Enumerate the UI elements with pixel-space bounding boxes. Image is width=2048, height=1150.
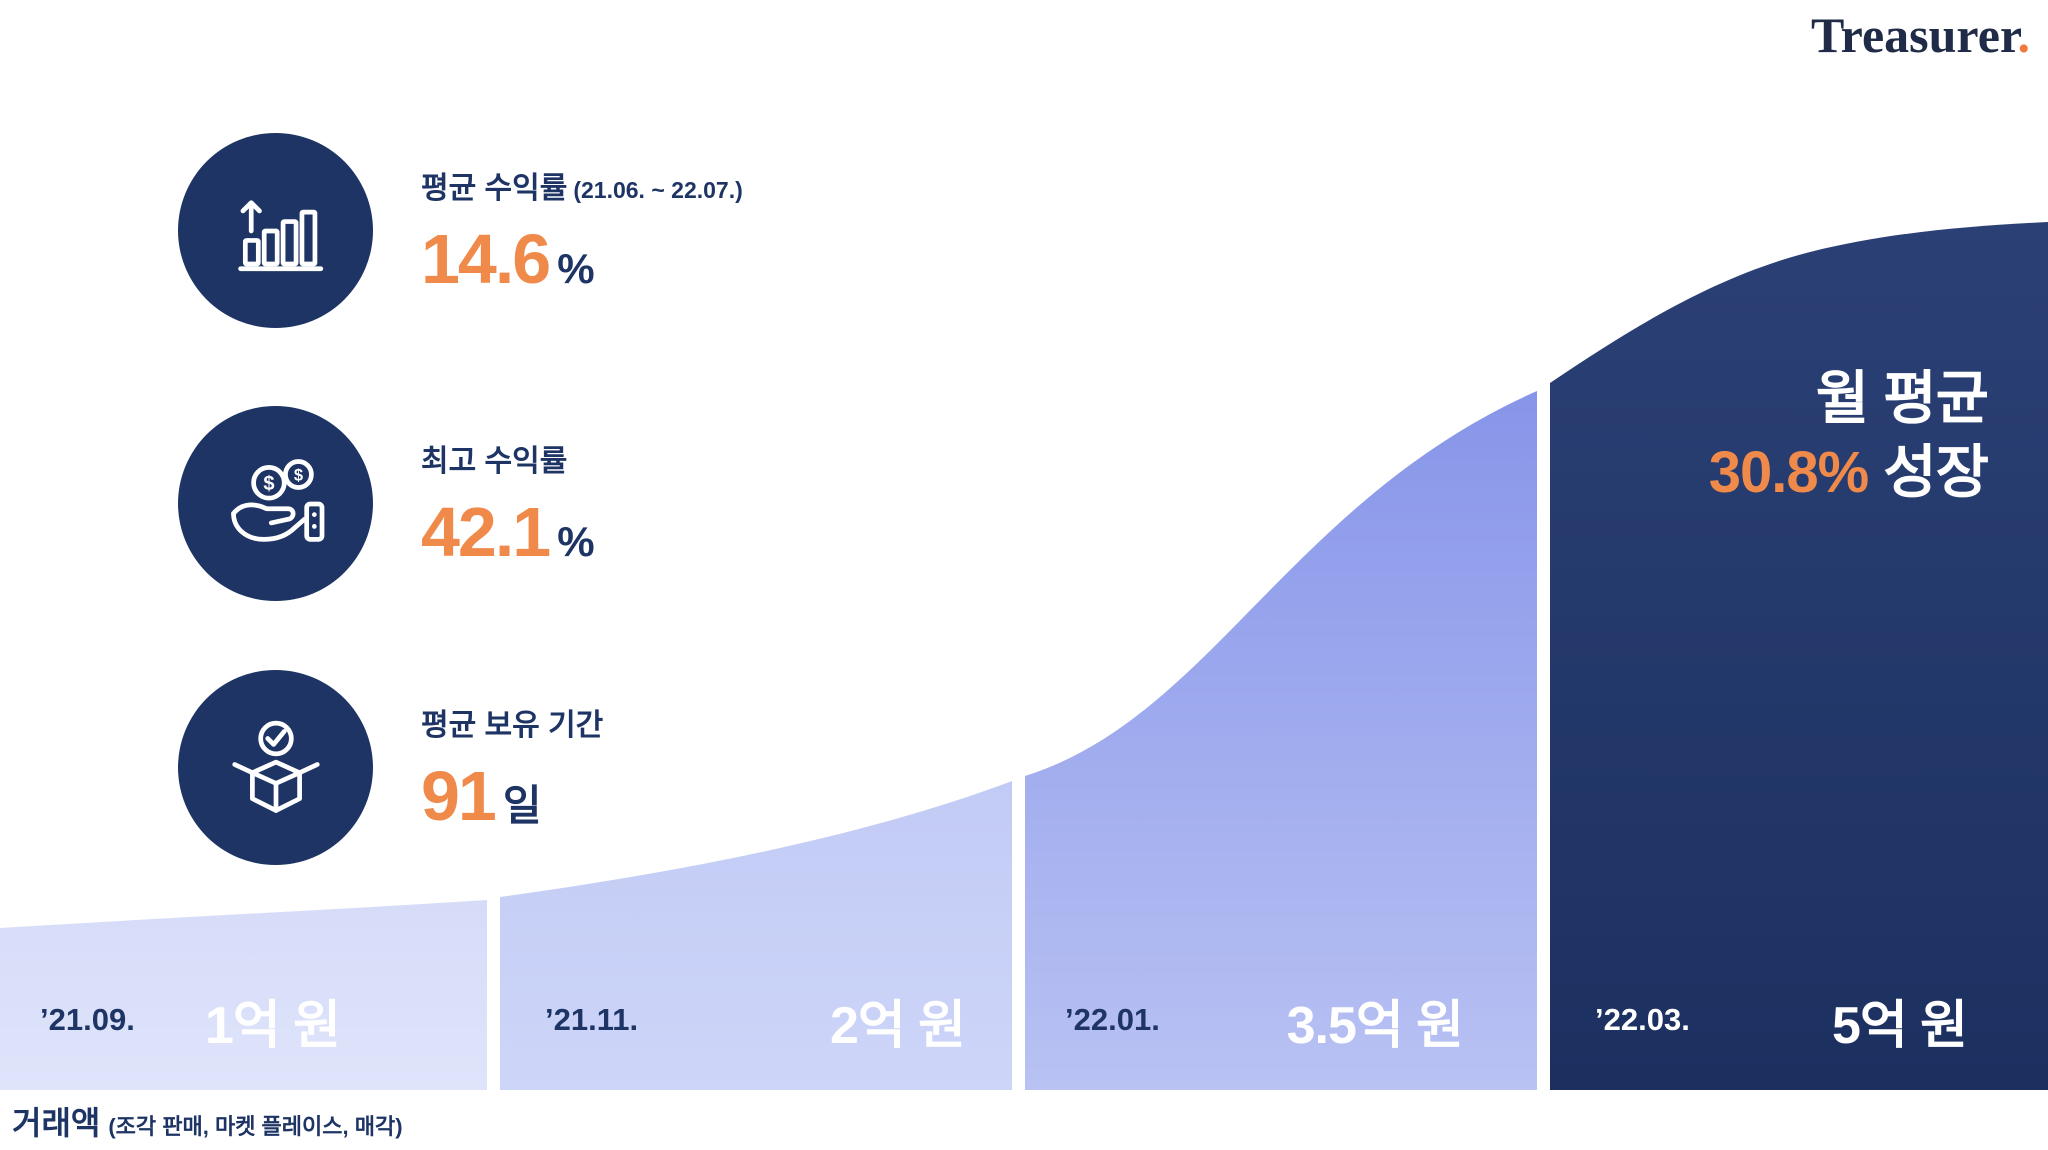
svg-text:$: $ [263, 472, 274, 494]
brand-logo: Treasurer. [1811, 6, 2030, 64]
stat-number: 14.6 [421, 219, 551, 298]
stat-average-holding-period: 평균 보유 기간 91 일 [178, 670, 609, 865]
stat-average-holding-period-text: 평균 보유 기간 91 일 [421, 700, 609, 836]
area-segment-2 [500, 781, 1012, 1090]
growth-chart-icon [237, 199, 323, 271]
segment-label-3: ’22.01. 3.5억 원 [1065, 985, 1464, 1055]
growth-suffix: 성장 [1868, 440, 1989, 506]
segment-date: ’22.01. [1065, 1002, 1160, 1037]
brand-name: Treasurer [1811, 7, 2018, 63]
stat-label: 평균 보유 기간 [421, 708, 604, 742]
callout-line1: 월 평균 [1815, 366, 1989, 431]
stat-label-row: 평균 수익률 (21.06. ~ 22.07.) [421, 163, 743, 207]
open-box-check-icon [231, 720, 320, 813]
stat-label-row: 최고 수익률 [421, 436, 595, 480]
stat-average-return: 평균 수익률 (21.06. ~ 22.07.) 14.6 % [178, 133, 743, 328]
segment-amount: 3.5억 원 [1286, 996, 1464, 1055]
segment-amount: 5억 원 [1831, 996, 1968, 1055]
stat-value: 91 일 [421, 756, 609, 836]
stat-unit: % [557, 517, 595, 565]
stat-number: 42.1 [421, 492, 551, 571]
stat-average-return-badge [178, 133, 373, 328]
stat-unit: 일 [502, 781, 542, 829]
stat-unit: % [557, 244, 595, 292]
segment-label-4: ’22.03. 5억 원 [1595, 985, 1968, 1055]
footer-title: 거래액 [12, 1105, 101, 1141]
stat-label: 최고 수익률 [421, 444, 568, 478]
segment-label-1: ’21.09. 1억 원 [40, 985, 341, 1055]
segment-amount: 1억 원 [204, 996, 341, 1055]
hand-coins-icon: $ $ [230, 458, 324, 542]
stat-label: 평균 수익률 [421, 171, 568, 205]
segment-amount: 2억 원 [829, 996, 966, 1055]
stat-number: 91 [421, 756, 497, 835]
segment-label-2: ’21.11. 2억 원 [545, 985, 966, 1055]
segment-date: ’21.09. [40, 1002, 135, 1037]
stat-average-return-text: 평균 수익률 (21.06. ~ 22.07.) 14.6 % [421, 163, 743, 299]
stat-top-return-badge: $ $ [178, 406, 373, 601]
brand-dot: . [2017, 7, 2031, 63]
stat-average-holding-period-badge [178, 670, 373, 865]
growth-percentage: 30.8% [1708, 440, 1869, 506]
stat-top-return-text: 최고 수익률 42.1 % [421, 436, 595, 572]
chart-footer: 거래액 (조각 판매, 마켓 플레이스, 매각) [12, 1098, 403, 1144]
stat-label-row: 평균 보유 기간 [421, 700, 609, 744]
area-segment-3 [1025, 391, 1537, 1090]
area-segment-1 [0, 900, 487, 1090]
stat-value: 14.6 % [421, 219, 743, 299]
segment-date: ’22.03. [1595, 1002, 1690, 1037]
stat-top-return: $ $ 최고 수익률 42.1 % [178, 406, 595, 601]
segment-date: ’21.11. [545, 1002, 639, 1037]
callout-line2: 30.8% 성장 [1708, 436, 1989, 510]
footer-note: (조각 판매, 마켓 플레이스, 매각) [108, 1114, 403, 1139]
stat-period-note: (21.06. ~ 22.07.) [573, 176, 743, 203]
monthly-growth-callout: 월 평균 30.8% 성장 [1708, 362, 1989, 510]
stat-value: 42.1 % [421, 492, 595, 572]
area-segment-4 [1550, 222, 2048, 1090]
svg-text:$: $ [293, 466, 302, 484]
